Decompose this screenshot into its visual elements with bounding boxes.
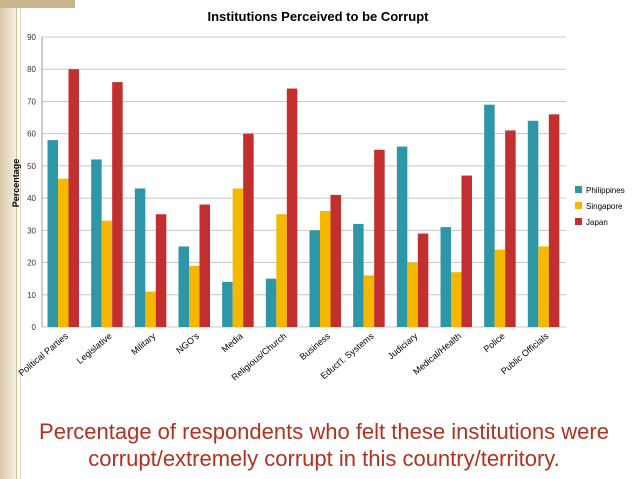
y-tick-label: 90 [27, 33, 36, 42]
bar [484, 104, 495, 328]
caption-line-2: corrupt/extremely corrupt in this countr… [88, 446, 560, 471]
x-tick-label: Legislative [75, 331, 114, 366]
x-tick-label: Military [129, 331, 158, 357]
y-tick-label: 40 [27, 194, 36, 203]
bar [320, 211, 331, 327]
x-tick-label: Medical/Health [411, 331, 463, 377]
bar [309, 230, 320, 327]
bar [363, 275, 375, 327]
bar [407, 262, 418, 327]
bar [265, 278, 277, 327]
bar [538, 246, 549, 327]
caption-line-1: Percentage of respondents who felt these… [39, 419, 609, 444]
x-tick-label: Business [298, 331, 333, 362]
bar [330, 194, 341, 327]
legend-swatch [575, 202, 582, 209]
bar [189, 265, 200, 327]
legend-label: Singapore [586, 202, 623, 211]
bar [417, 233, 429, 327]
legend-label: Philippines [586, 186, 625, 195]
slide-left-rule [16, 0, 17, 479]
x-tick-label: Media [220, 331, 245, 354]
bar [178, 246, 189, 327]
bar [91, 159, 102, 327]
bar [243, 133, 254, 327]
bar [548, 114, 560, 327]
x-tick-label: Police [482, 331, 507, 354]
x-tick-label: Judiciary [386, 331, 420, 362]
y-tick-label: 10 [27, 291, 36, 300]
bar [199, 204, 210, 327]
y-tick-label: 80 [27, 65, 36, 74]
bar [112, 82, 123, 327]
bar [505, 130, 516, 327]
bar [494, 249, 506, 327]
y-tick-label: 60 [27, 130, 36, 139]
bars [47, 69, 560, 328]
bar [353, 223, 364, 327]
bar [68, 69, 79, 327]
bar [374, 149, 385, 327]
x-tick-label: Public Officials [499, 331, 551, 377]
bar [58, 178, 69, 327]
x-tick-label: NGO's [174, 331, 201, 356]
slide-top-accent [0, 0, 75, 8]
slide-caption: Percentage of respondents who felt these… [20, 418, 628, 472]
bar [527, 120, 539, 328]
bar [286, 88, 298, 327]
gridlines [41, 36, 566, 328]
legend-swatch [575, 218, 582, 225]
bar [232, 188, 244, 327]
y-axis-label: Percentage [11, 159, 21, 208]
bar [101, 220, 113, 327]
chart-title: Institutions Perceived to be Corrupt [207, 9, 429, 24]
bar [155, 214, 167, 327]
legend-label: Japan [586, 218, 608, 227]
bar-chart: Institutions Perceived to be Corrupt Per… [11, 9, 625, 383]
bar [461, 175, 472, 327]
slide-left-decoration [0, 0, 16, 479]
bar [451, 272, 462, 327]
y-tick-labels: 0 10 20 30 40 50 60 70 80 90 [27, 33, 36, 332]
x-tick-labels: Political Parties Legislative Military NGO'… [17, 331, 551, 383]
y-tick-label: 0 [32, 323, 37, 332]
x-tick-label: Political Parties [17, 331, 71, 379]
bar [440, 227, 451, 327]
bar [222, 281, 233, 327]
y-tick-label: 30 [27, 226, 36, 235]
y-tick-label: 20 [27, 259, 36, 268]
bar [134, 188, 146, 327]
legend: Philippines Singapore Japan [575, 186, 625, 227]
slide-left-rule-2 [20, 0, 21, 479]
bar [47, 140, 58, 327]
bar [276, 214, 287, 327]
y-tick-label: 70 [27, 97, 36, 106]
bar [145, 291, 156, 327]
legend-swatch [575, 186, 582, 193]
y-tick-label: 50 [27, 162, 36, 171]
bar [396, 146, 408, 327]
